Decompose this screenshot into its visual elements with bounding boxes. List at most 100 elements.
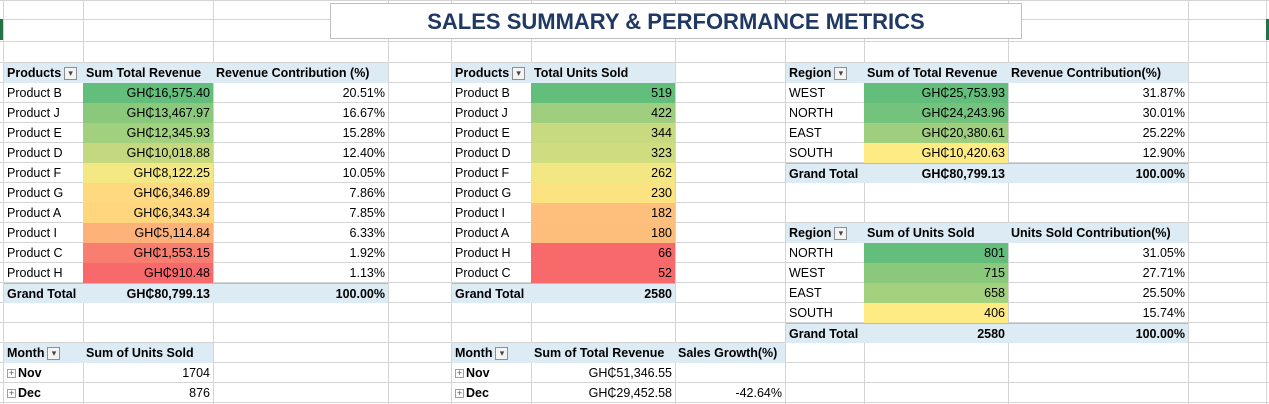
row-value[interactable]: 180	[531, 223, 675, 243]
header-products_units-0[interactable]: Products ▾	[452, 63, 531, 83]
header-region_units-0[interactable]: Region ▾	[786, 223, 864, 243]
row-value[interactable]: GH₵24,243.96	[864, 103, 1008, 123]
row-value[interactable]: 15.28%	[213, 123, 388, 143]
row-label[interactable]: Product J	[452, 103, 531, 123]
header-region_revenue-0[interactable]: Region ▾	[786, 63, 864, 83]
header-month_units-1[interactable]: Sum of Units Sold	[83, 343, 213, 363]
row-value[interactable]: 1.92%	[213, 243, 388, 263]
row-value[interactable]: 182	[531, 203, 675, 223]
expand-icon[interactable]: +	[455, 368, 464, 379]
row-label[interactable]: SOUTH	[786, 143, 864, 163]
row-label[interactable]: Product J	[4, 103, 83, 123]
row-value[interactable]: 323	[531, 143, 675, 163]
expand-icon[interactable]: +	[7, 368, 16, 379]
filter-dropdown-icon[interactable]: ▾	[64, 67, 78, 81]
row-value[interactable]: -42.64%	[675, 383, 785, 403]
grand-total-label[interactable]: Grand Total	[786, 323, 864, 343]
row-label[interactable]: + Dec	[452, 383, 531, 403]
header-month_revenue-1[interactable]: Sum of Total Revenue	[531, 343, 675, 363]
row-value[interactable]: 20.51%	[213, 83, 388, 103]
row-label[interactable]: Product F	[4, 163, 83, 183]
row-value[interactable]: 519	[531, 83, 675, 103]
row-label[interactable]: Product G	[452, 183, 531, 203]
row-label[interactable]: Product B	[452, 83, 531, 103]
row-value[interactable]: 66	[531, 243, 675, 263]
row-label[interactable]: NORTH	[786, 243, 864, 263]
header-month_units-0[interactable]: Month ▾	[4, 343, 83, 363]
grand-total-value[interactable]: 100.00%	[1008, 323, 1188, 343]
row-label[interactable]: Product A	[4, 203, 83, 223]
row-value[interactable]: 7.85%	[213, 203, 388, 223]
row-value[interactable]: 876	[83, 383, 213, 403]
row-value[interactable]: 6.33%	[213, 223, 388, 243]
grand-total-value[interactable]: 2580	[864, 323, 1008, 343]
row-label[interactable]: Product C	[452, 263, 531, 283]
grand-total-value[interactable]: 100.00%	[213, 283, 388, 303]
row-value[interactable]: 10.05%	[213, 163, 388, 183]
row-label[interactable]: Product F	[452, 163, 531, 183]
row-value[interactable]: 1.13%	[213, 263, 388, 283]
row-value[interactable]: GH₵20,380.61	[864, 123, 1008, 143]
row-value[interactable]: 27.71%	[1008, 263, 1188, 283]
row-value[interactable]: GH₵29,452.58	[531, 383, 675, 403]
row-value[interactable]: GH₵910.48	[83, 263, 213, 283]
row-value[interactable]: GH₵6,346.89	[83, 183, 213, 203]
row-value[interactable]: 344	[531, 123, 675, 143]
row-label[interactable]: Product A	[452, 223, 531, 243]
row-value[interactable]: GH₵25,753.93	[864, 83, 1008, 103]
row-label[interactable]: Product H	[452, 243, 531, 263]
row-label[interactable]: EAST	[786, 283, 864, 303]
filter-dropdown-icon[interactable]: ▾	[47, 347, 61, 361]
row-value[interactable]: 12.40%	[213, 143, 388, 163]
row-value[interactable]: 230	[531, 183, 675, 203]
row-label[interactable]: Product E	[452, 123, 531, 143]
row-value[interactable]: GH₵16,575.40	[83, 83, 213, 103]
row-value[interactable]: GH₵5,114.84	[83, 223, 213, 243]
row-label[interactable]: WEST	[786, 83, 864, 103]
row-value[interactable]: 12.90%	[1008, 143, 1188, 163]
row-value[interactable]	[675, 363, 785, 383]
header-products_revenue-0[interactable]: Products ▾	[4, 63, 83, 83]
filter-dropdown-icon[interactable]: ▾	[834, 67, 848, 81]
row-value[interactable]: 52	[531, 263, 675, 283]
expand-icon[interactable]: +	[7, 388, 16, 399]
row-value[interactable]: GH₵6,343.34	[83, 203, 213, 223]
row-value[interactable]: 15.74%	[1008, 303, 1188, 323]
row-value[interactable]: 25.50%	[1008, 283, 1188, 303]
row-value[interactable]: GH₵1,553.15	[83, 243, 213, 263]
row-value[interactable]: 25.22%	[1008, 123, 1188, 143]
row-value[interactable]: GH₵13,467.97	[83, 103, 213, 123]
dashboard-title[interactable]: SALES SUMMARY & PERFORMANCE METRICS	[330, 3, 1022, 39]
row-label[interactable]: WEST	[786, 263, 864, 283]
row-value[interactable]: GH₵12,345.93	[83, 123, 213, 143]
row-label[interactable]: Product H	[4, 263, 83, 283]
grand-total-label[interactable]: Grand Total	[452, 283, 531, 303]
filter-dropdown-icon[interactable]: ▾	[495, 347, 509, 361]
header-region_units-1[interactable]: Sum of Units Sold	[864, 223, 1008, 243]
row-label[interactable]: Product D	[4, 143, 83, 163]
grand-total-value[interactable]: GH₵80,799.13	[864, 163, 1008, 183]
row-value[interactable]: GH₵10,018.88	[83, 143, 213, 163]
header-products_units-1[interactable]: Total Units Sold	[531, 63, 675, 83]
row-value[interactable]: 658	[864, 283, 1008, 303]
row-value[interactable]: 31.87%	[1008, 83, 1188, 103]
row-value[interactable]: 1704	[83, 363, 213, 383]
row-label[interactable]: + Nov	[452, 363, 531, 383]
grand-total-value[interactable]: 2580	[531, 283, 675, 303]
row-label[interactable]: Product E	[4, 123, 83, 143]
header-month_revenue-0[interactable]: Month ▾	[452, 343, 531, 363]
row-value[interactable]: GH₵51,346.55	[531, 363, 675, 383]
row-label[interactable]: EAST	[786, 123, 864, 143]
grand-total-value[interactable]: GH₵80,799.13	[83, 283, 213, 303]
header-region_units-2[interactable]: Units Sold Contribution(%)	[1008, 223, 1188, 243]
filter-dropdown-icon[interactable]: ▾	[834, 227, 848, 241]
header-products_revenue-1[interactable]: Sum Total Revenue	[83, 63, 213, 83]
header-region_revenue-2[interactable]: Revenue Contribution(%)	[1008, 63, 1188, 83]
row-value[interactable]: 16.67%	[213, 103, 388, 123]
grand-total-label[interactable]: Grand Total	[786, 163, 864, 183]
row-label[interactable]: SOUTH	[786, 303, 864, 323]
row-label[interactable]: Product I	[452, 203, 531, 223]
row-value[interactable]: 7.86%	[213, 183, 388, 203]
row-value[interactable]: 31.05%	[1008, 243, 1188, 263]
row-label[interactable]: + Dec	[4, 383, 83, 403]
